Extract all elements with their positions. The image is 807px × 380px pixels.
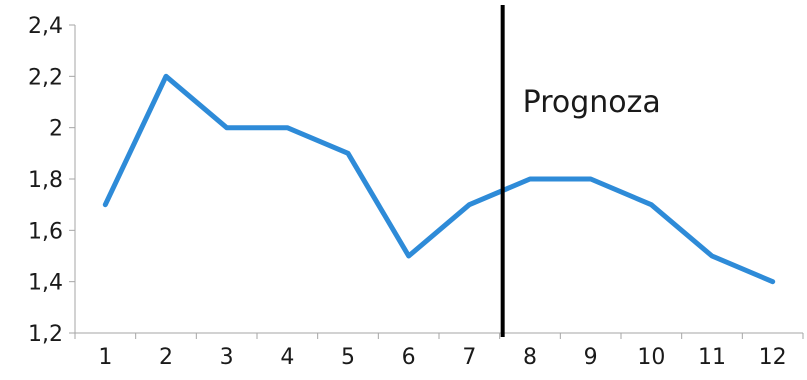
y-axis: 1,2 1,4 1,6 1,8 2 2,2 2,4 bbox=[28, 14, 76, 347]
y-tick-label: 1,8 bbox=[28, 168, 63, 193]
x-tick-label: 2 bbox=[159, 345, 173, 370]
x-tick-label: 10 bbox=[637, 345, 665, 370]
x-tick-label: 12 bbox=[759, 345, 787, 370]
x-tick-label: 9 bbox=[584, 345, 598, 370]
forecast-annotation: Prognoza bbox=[500, 5, 661, 337]
y-tick-label: 1,6 bbox=[28, 219, 63, 244]
x-tick-label: 4 bbox=[280, 345, 294, 370]
series-group bbox=[102, 73, 776, 285]
y-tick-label: 2,2 bbox=[28, 65, 63, 90]
y-tick-label: 2,4 bbox=[28, 14, 63, 39]
x-tick-label: 3 bbox=[220, 345, 234, 370]
x-tick-label: 8 bbox=[523, 345, 537, 370]
x-tick-label: 5 bbox=[341, 345, 355, 370]
y-tick-label: 2 bbox=[49, 117, 63, 142]
forecast-label: Prognoza bbox=[523, 85, 661, 120]
x-tick-label: 1 bbox=[98, 345, 112, 370]
y-tick-label: 1,2 bbox=[28, 322, 63, 347]
series-line bbox=[102, 73, 776, 285]
x-tick-label: 11 bbox=[698, 345, 726, 370]
x-tick-label: 6 bbox=[402, 345, 416, 370]
y-tick-label: 1,4 bbox=[28, 271, 63, 296]
x-axis: 1 2 3 4 5 6 7 8 9 10 11 12 bbox=[74, 332, 804, 370]
x-tick-label: 7 bbox=[462, 345, 476, 370]
